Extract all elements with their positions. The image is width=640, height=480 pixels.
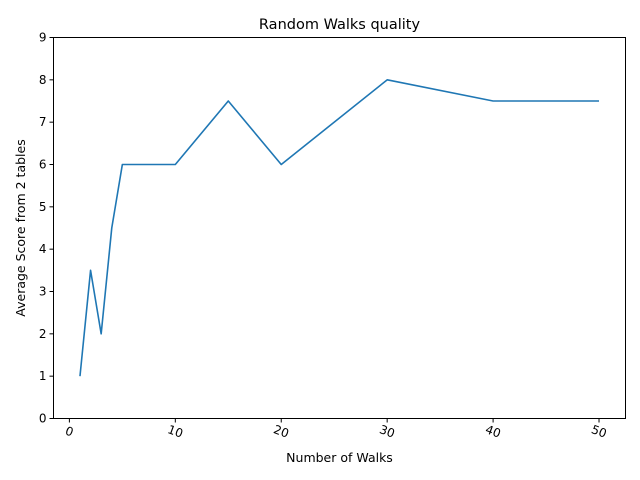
x-tick-label: 50 [589, 422, 608, 440]
y-tick-label: 2 [39, 327, 47, 341]
y-tick-label: 6 [39, 158, 47, 172]
y-tick-label: 8 [39, 73, 47, 87]
chart-title: Random Walks quality [259, 17, 421, 33]
y-tick-label: 5 [39, 200, 47, 214]
y-tick-label: 4 [39, 242, 47, 256]
plot-frame [53, 37, 626, 419]
y-axis: 0 1 2 3 4 5 6 7 8 9 [39, 31, 54, 426]
y-tick-label: 1 [39, 369, 47, 383]
x-tick-label: 10 [166, 422, 185, 440]
y-axis-label: Average Score from 2 tables [13, 139, 28, 316]
x-tick-label: 30 [378, 422, 397, 440]
y-tick-label: 7 [39, 115, 47, 129]
x-axis: 0 10 20 30 40 50 [63, 418, 609, 441]
x-axis-label: Number of Walks [286, 450, 393, 465]
y-tick-label: 0 [39, 412, 47, 426]
x-tick-label: 0 [63, 424, 75, 440]
plot-series [79, 79, 600, 377]
y-tick-label: 9 [39, 31, 47, 45]
x-tick-label: 40 [484, 422, 503, 440]
y-tick-label: 3 [39, 285, 47, 299]
x-tick-label: 20 [272, 422, 291, 440]
series-line [79, 79, 600, 377]
